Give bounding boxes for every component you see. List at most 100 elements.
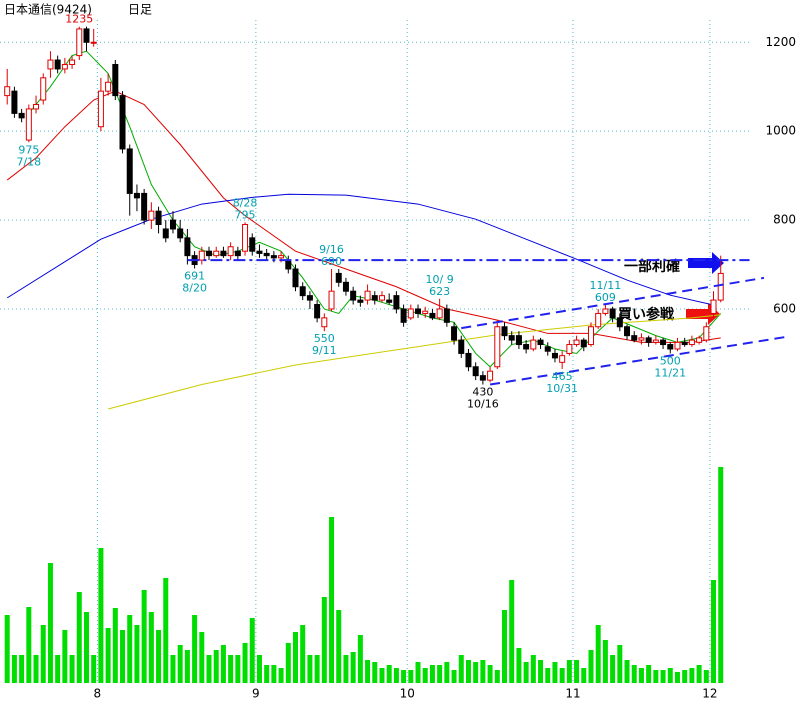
volume-bar <box>285 643 291 683</box>
candle-body <box>523 344 530 350</box>
candle-body <box>587 326 594 346</box>
volume-bar <box>206 655 212 683</box>
candle-body <box>328 290 335 310</box>
volume-bar <box>451 670 457 683</box>
candle-body <box>487 370 494 381</box>
candle-body <box>580 339 587 348</box>
candle-body <box>162 228 169 239</box>
annotation: 11/11 <box>590 279 622 292</box>
volume-bar <box>711 580 717 683</box>
candle-body <box>436 308 443 319</box>
x-tick-label: 12 <box>702 687 717 701</box>
candle-body <box>660 339 667 346</box>
chart-title: 日本通信(9424) <box>4 3 92 17</box>
annotation: 975 <box>18 143 39 156</box>
candle-body <box>674 341 681 350</box>
annotation: 10/31 <box>546 382 578 395</box>
candle-body <box>609 308 616 319</box>
volume-bar <box>55 655 61 683</box>
candle-body <box>422 310 429 314</box>
candle-body <box>465 352 472 368</box>
volume-bar <box>667 668 673 683</box>
annotation: 465 <box>552 370 573 383</box>
volume-bar <box>545 668 551 683</box>
candle-body <box>696 337 703 343</box>
candle-body <box>357 299 364 303</box>
candle-body <box>443 308 450 323</box>
x-tick-label: 8 <box>93 687 101 701</box>
annotation: 11/21 <box>654 366 686 379</box>
candle-body <box>105 81 112 92</box>
candle-body <box>386 299 393 303</box>
volume-bar <box>199 632 205 683</box>
volume-bar <box>372 662 378 683</box>
volume-bar <box>62 630 68 683</box>
y-tick-label: 1200 <box>765 35 796 49</box>
candle-body <box>97 90 104 128</box>
chart-subtitle: 日足 <box>128 3 152 17</box>
volume-bar <box>19 655 25 683</box>
annotation: 10/16 <box>467 398 499 411</box>
candle-body <box>83 28 90 43</box>
y-tick-label: 1000 <box>765 124 796 138</box>
volume-bar <box>523 662 529 683</box>
volume-bar <box>292 632 298 683</box>
annotation: 9/11 <box>312 344 337 357</box>
candle-body <box>278 255 285 259</box>
volume-bar <box>329 517 335 683</box>
volume-bar <box>264 665 270 683</box>
volume-bar <box>83 612 89 683</box>
volume-bar <box>105 628 111 683</box>
moving-average <box>107 314 721 410</box>
volume-bar <box>192 615 198 683</box>
volume-bar <box>213 650 219 683</box>
candle-body <box>393 295 400 310</box>
candle-body <box>285 259 292 270</box>
x-tick-label: 11 <box>565 687 580 701</box>
candle-body <box>133 192 140 199</box>
candle-body <box>717 272 724 301</box>
candle-body <box>350 290 357 301</box>
volume-bar <box>559 668 565 683</box>
volume-bar <box>718 467 724 683</box>
annotation: 609 <box>595 291 616 304</box>
candle-body <box>551 352 558 359</box>
volume-bar <box>422 668 428 683</box>
volume-bar <box>631 665 637 683</box>
moving-average <box>6 90 721 343</box>
candle-body <box>400 308 407 323</box>
candle-body <box>292 268 299 288</box>
volume-bar <box>682 670 688 683</box>
candle-body <box>645 337 652 343</box>
volume-bar <box>429 665 435 683</box>
volume-bar <box>112 608 118 683</box>
annotation: 430 <box>472 386 493 399</box>
candle-body <box>364 290 371 301</box>
candle-body <box>177 228 184 239</box>
callout: 買い参戦 <box>618 306 675 323</box>
candle-body <box>479 375 486 381</box>
annotation: 500 <box>660 354 681 367</box>
volume-bar <box>502 610 508 683</box>
candle-body <box>544 346 551 352</box>
volume-bar <box>163 578 169 683</box>
candle-body <box>335 272 342 283</box>
volume-bar <box>127 615 133 683</box>
candle-body <box>270 255 277 259</box>
volume-bar <box>343 655 349 683</box>
candle-body <box>242 224 249 252</box>
volume-bar <box>689 668 695 683</box>
candle-body <box>681 341 688 346</box>
volume-bar <box>458 655 464 683</box>
volume-bar <box>307 655 313 683</box>
volume-bar <box>148 612 154 683</box>
volume-bar <box>696 665 702 683</box>
volume-bar <box>415 662 421 683</box>
volume-bar <box>350 652 356 683</box>
candle-body <box>703 326 710 341</box>
volume-bar <box>638 668 644 683</box>
candle-body <box>198 250 205 261</box>
candle-body <box>667 344 674 350</box>
volume-bar <box>653 670 659 683</box>
